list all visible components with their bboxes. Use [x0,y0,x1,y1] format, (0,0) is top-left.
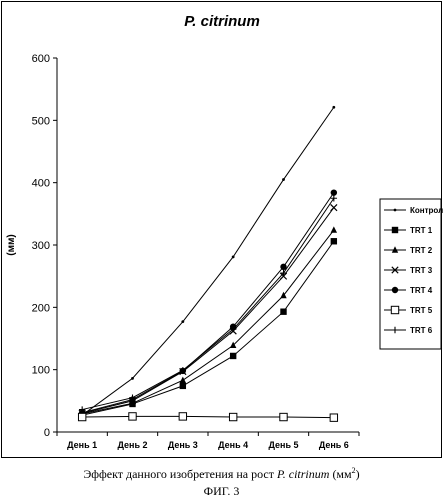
data-point [331,189,337,195]
legend-label: TRT 5 [410,306,433,315]
x-tick-label: День 2 [117,440,147,450]
series-3 [79,204,337,416]
series-0 [81,106,335,417]
data-point [131,377,134,380]
y-tick-label: 600 [32,53,50,65]
caption-prefix: Эффект данного изобретения на рост [83,467,277,481]
legend-label: Контрол [410,206,443,215]
legend-marker [391,306,398,313]
legend-label: TRT 3 [410,266,433,275]
series-line [82,241,334,415]
series-6 [79,195,337,413]
series-1 [79,238,337,418]
caption-unit-close: ) [356,467,360,481]
data-point [330,414,337,421]
series-4 [79,189,337,415]
data-point [280,308,286,314]
series-line [82,208,334,414]
legend-label: TRT 2 [410,246,433,255]
data-point [331,238,337,244]
legend: Контрол TRT 1 TRT 2 TRT 3 TRT 4 TRT 5 TRT 6 [380,199,443,349]
data-point [232,255,235,258]
x-tick-label: День 6 [319,440,349,450]
series-line [82,230,334,414]
series-2 [79,226,337,416]
data-point [129,413,136,420]
y-tick-label: 500 [32,115,50,127]
y-tick-label: 300 [32,240,50,252]
data-point [331,226,337,232]
series-line [82,107,334,415]
data-point [280,413,287,420]
caption-unit: (мм [329,467,351,481]
series-line [82,193,334,413]
data-point [332,106,335,109]
y-tick-label: 100 [32,365,50,377]
legend-label: TRT 1 [410,226,433,235]
legend-marker [392,287,398,293]
series-line [82,198,334,409]
chart-title: P. citrinum [184,13,260,30]
data-point [180,383,186,389]
x-tick-label: День 1 [67,440,97,450]
legend-label: TRT 4 [410,286,433,295]
y-tick-label: 400 [32,178,50,190]
data-point [78,413,85,420]
data-point [229,413,236,420]
data-point [282,178,285,181]
figure-number: ФИГ. 3 [0,484,443,499]
x-tick-label: День 3 [168,440,198,450]
figure-caption: Эффект данного изобретения на рост P. ci… [0,466,443,482]
y-tick-label: 0 [44,427,50,439]
data-point [179,413,186,420]
data-point [181,320,184,323]
y-tick-label: 200 [32,302,50,314]
x-tick-label: День 4 [218,440,248,450]
legend-marker [394,209,397,212]
y-axis-label: (мм) [6,234,17,255]
x-tick-label: День 5 [268,440,298,450]
data-point [230,353,236,359]
caption-species: P. citrinum [277,467,329,481]
legend-label: TRT 6 [410,326,433,335]
data-point [180,377,186,383]
series-line [82,416,334,417]
legend-marker [392,227,398,233]
data-point [331,204,337,210]
series-5 [78,413,337,422]
